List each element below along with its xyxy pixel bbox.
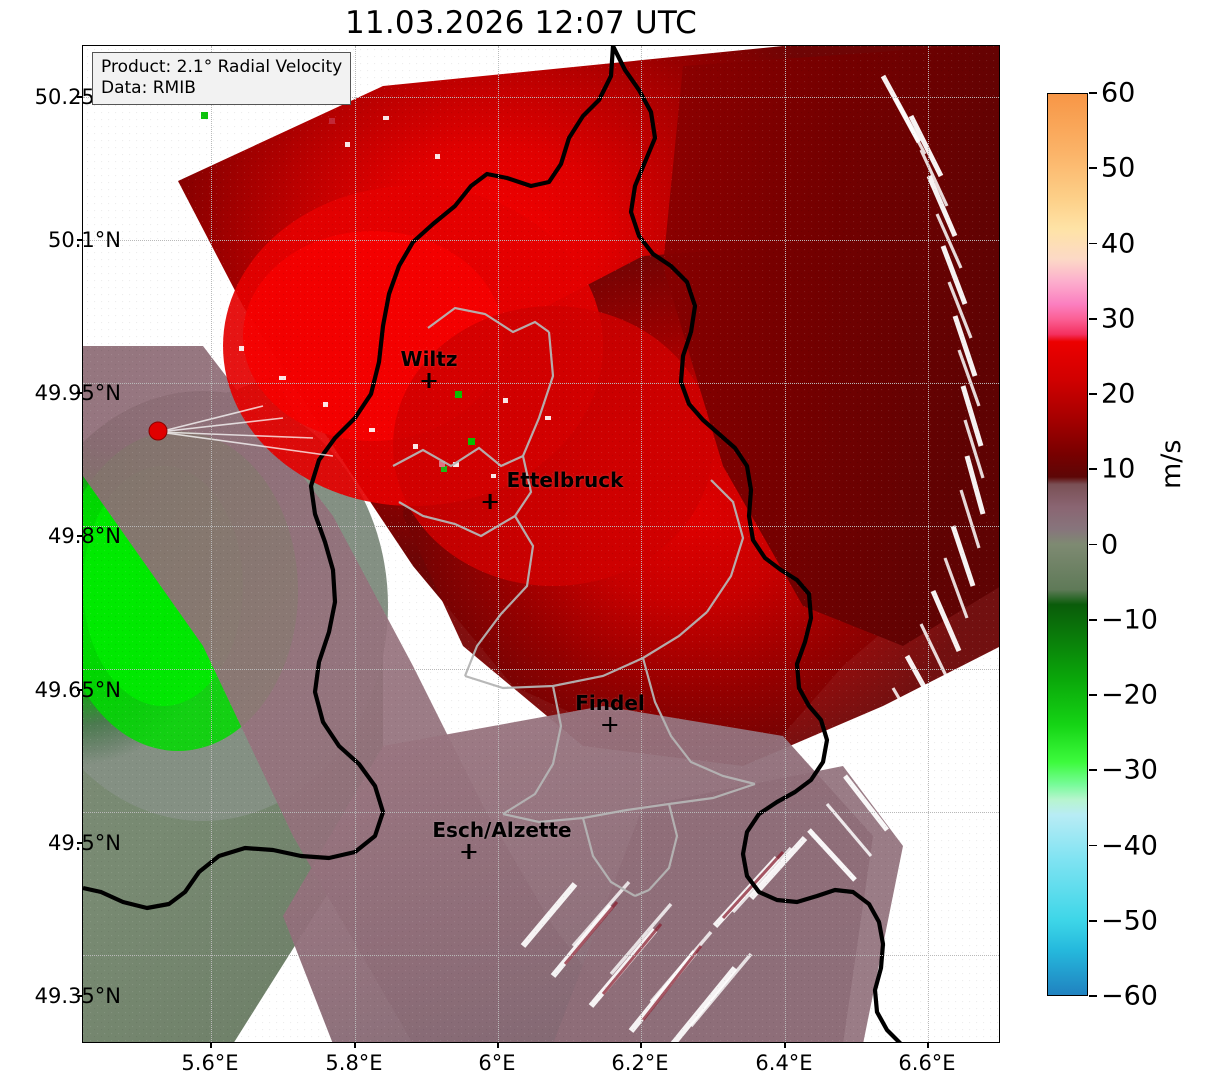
- city-marker-wiltz: Wiltz: [400, 347, 458, 388]
- xtick-mark: [354, 1043, 356, 1048]
- velocity-colorbar[interactable]: [1047, 93, 1088, 996]
- ytick-mark: [77, 392, 82, 394]
- ytick-mark: [77, 239, 82, 241]
- colorbar-tick-label: 10: [1101, 453, 1136, 485]
- xtick-mark: [784, 1043, 786, 1048]
- xtick-label: 6.4°E: [755, 1051, 813, 1075]
- ytick-mark: [77, 96, 82, 98]
- city-cross-icon: [421, 373, 437, 388]
- gridline-lon-5.6: [211, 46, 212, 1042]
- colorbar-tick-mark: [1089, 167, 1097, 170]
- city-label-esch-alzette: Esch/Alzette: [432, 818, 572, 842]
- product-label: Product: 2.1° Radial Velocity: [101, 57, 343, 77]
- ytick-mark: [77, 689, 82, 691]
- data-source-label: Data: RMIB: [101, 78, 196, 98]
- map-clip-region: [83, 46, 999, 1042]
- gridline-lon-6.6: [928, 46, 929, 1042]
- ytick-label: 50.1°N: [48, 228, 121, 252]
- colorbar-tick-label: −50: [1101, 905, 1158, 937]
- colorbar-tick-mark: [1089, 393, 1097, 395]
- colorbar-tick-label: −30: [1101, 754, 1158, 786]
- gridline-lat-49.8: [83, 526, 999, 527]
- colorbar-tick-label: −40: [1101, 830, 1158, 861]
- gridline-lon-5.8: [355, 46, 356, 1042]
- xtick-mark: [210, 1043, 212, 1048]
- gridline-lon-6.4: [785, 46, 786, 1042]
- gridline-lat-50.1: [83, 240, 999, 241]
- colorbar-tick-mark: [1089, 317, 1097, 320]
- product-info-box: Product: 2.1° Radial Velocity Data: RMIB: [92, 52, 352, 105]
- colorbar-tick-label: 30: [1101, 303, 1136, 335]
- colorbar-tick-mark: [1089, 92, 1097, 94]
- colorbar-tick-label: 40: [1101, 228, 1136, 259]
- city-label-wiltz: Wiltz: [400, 347, 458, 371]
- city-label-findel: Findel: [575, 691, 645, 715]
- colorbar-tick-label: 20: [1101, 378, 1136, 410]
- ytick-mark: [77, 995, 82, 997]
- city-cross-icon: [482, 494, 498, 509]
- colorbar-tick-mark: [1089, 543, 1097, 546]
- gridline-lat-49.35: [83, 955, 999, 956]
- ytick-label: 49.5°N: [48, 831, 121, 855]
- gridline-lat-50.25: [83, 97, 999, 98]
- colorbar-tick-label: −20: [1101, 679, 1158, 711]
- colorbar-tick-mark: [1089, 618, 1097, 621]
- colorbar-tick-label: −10: [1101, 604, 1158, 636]
- gridline-lat-49.65: [83, 669, 999, 670]
- colorbar-tick-label: 60: [1101, 77, 1136, 109]
- radar-map-plot[interactable]: [82, 45, 1000, 1043]
- colorbar-tick-label: 50: [1101, 152, 1136, 184]
- colorbar-tick-label: 0: [1101, 529, 1119, 560]
- colorbar-tick-mark: [1089, 844, 1097, 847]
- xtick-mark: [497, 1043, 499, 1048]
- colorbar-tick-mark: [1089, 769, 1097, 772]
- city-label-ettelbruck: Ettelbruck: [506, 468, 624, 492]
- gridline-lat-49.95: [83, 383, 999, 384]
- colorbar-tick-label: −60: [1101, 980, 1158, 1012]
- colorbar-tick-mark: [1089, 242, 1097, 245]
- xtick-label: 6.6°E: [898, 1051, 956, 1075]
- xtick-label: 6.2°E: [611, 1051, 669, 1075]
- city-cross-icon: [602, 717, 618, 732]
- xtick-label: 5.8°E: [325, 1051, 383, 1075]
- city-cross-icon: [461, 844, 477, 859]
- radar-site-icon: [148, 421, 168, 441]
- xtick-label: 6°E: [478, 1051, 516, 1075]
- colorbar-gradient: [1048, 94, 1087, 995]
- city-marker-ettelbruck: Ettelbruck: [482, 468, 624, 509]
- page-title: 11.03.2026 12:07 UTC: [345, 5, 697, 41]
- colorbar-tick-mark: [1089, 919, 1097, 922]
- xtick-mark: [640, 1043, 642, 1048]
- radar-velocity-field: [83, 46, 999, 1042]
- colorbar-tick-mark: [1089, 694, 1097, 696]
- ytick-mark: [77, 842, 82, 844]
- gridline-lon-6.0: [498, 46, 499, 1042]
- city-marker-findel: Findel: [575, 693, 645, 732]
- xtick-label: 5.6°E: [181, 1051, 239, 1075]
- ytick-mark: [77, 535, 82, 537]
- city-marker-esch-alzette: Esch/Alzette: [432, 818, 572, 859]
- colorbar-units-label: m/s: [1156, 439, 1187, 489]
- colorbar-tick-mark: [1089, 995, 1097, 997]
- gridline-lon-6.2: [641, 46, 642, 1042]
- gridline-lat-49.5: [83, 812, 999, 813]
- xtick-mark: [927, 1043, 929, 1048]
- ytick-label: 49.8°N: [48, 524, 121, 548]
- colorbar-tick-mark: [1089, 468, 1097, 471]
